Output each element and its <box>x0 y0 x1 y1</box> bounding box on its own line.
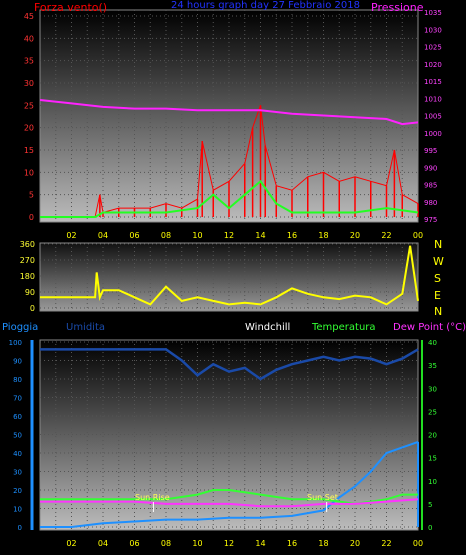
direction-line <box>40 245 419 306</box>
dewpoint-label: Dew Point (°C) <box>393 322 466 333</box>
wind-tick-label: 10 <box>24 168 34 177</box>
wind-gust-line <box>40 105 419 218</box>
x-tick-label-wind: 10 <box>192 231 202 240</box>
x-tick-label-env: 22 <box>381 539 391 548</box>
x-tick-label-wind: 06 <box>129 231 139 240</box>
rain-tick-label: 10 <box>13 506 22 514</box>
pressure-tick-label: 1010 <box>424 95 442 103</box>
pressure-tick-label: 1025 <box>424 44 442 52</box>
rain-tick-label: 50 <box>13 432 22 440</box>
direction-tick-label: 0 <box>30 304 35 313</box>
temp-tick-label: 0 <box>428 524 432 532</box>
pressure-tick-label: 1020 <box>424 61 442 69</box>
compass-n-top: N <box>434 238 442 251</box>
wind-tick-label: 25 <box>24 101 34 110</box>
x-tick-label-env: 12 <box>224 539 234 548</box>
temp-tick-label: 5 <box>428 501 432 509</box>
wind-tick-label: 40 <box>24 34 34 43</box>
temp-tick-label: 10 <box>428 478 437 486</box>
wind-tick-label: 5 <box>29 191 34 200</box>
compass-e: E <box>434 289 441 302</box>
sunrise-label: Sun Rise <box>135 493 170 502</box>
temp-tick-label: 35 <box>428 362 437 370</box>
wind-tick-label: 45 <box>24 12 34 21</box>
rain-tick-label: 20 <box>13 487 22 495</box>
rain-tick-label: 60 <box>13 413 22 421</box>
x-tick-label-wind: 12 <box>224 231 234 240</box>
rain-label: Pioggia <box>2 322 38 333</box>
temperature-label: Temperatura <box>311 322 376 333</box>
rain-tick-label: 80 <box>13 376 22 384</box>
wind-tick-label: 0 <box>29 213 34 222</box>
pressure-tick-label: 980 <box>424 199 437 207</box>
rain-tick-label: 0 <box>18 524 22 532</box>
rain-tick-label: 100 <box>9 339 22 347</box>
temp-tick-label: 25 <box>428 408 437 416</box>
temp-tick-label: 15 <box>428 455 437 463</box>
date-title: 24 hours graph day 27 Febbraio 2018 <box>171 0 360 11</box>
wind-title: Forza vento() <box>34 1 107 14</box>
x-tick-label-env: 18 <box>318 539 328 548</box>
compass-w: W <box>433 255 444 268</box>
direction-tick-label: 180 <box>20 272 35 281</box>
pressure-tick-label: 1000 <box>424 130 442 138</box>
compass-s: S <box>434 272 441 285</box>
x-tick-label-env: 14 <box>255 539 265 548</box>
sunset-label: Sun Set <box>307 493 338 502</box>
x-tick-label-env: 00 <box>413 539 423 548</box>
series-layer <box>39 99 419 528</box>
humidity-label: Umidita <box>66 322 105 333</box>
rain-tick-label: 30 <box>13 469 22 477</box>
x-tick-label-wind: 08 <box>161 231 171 240</box>
temp-tick-label: 40 <box>428 339 437 347</box>
x-tick-label-env: 08 <box>161 539 171 548</box>
pressure-title: Pressione <box>371 1 424 14</box>
x-tick-label-wind: 02 <box>66 231 76 240</box>
windchill-label: Windchill <box>245 322 290 333</box>
x-tick-label-env: 16 <box>287 539 297 548</box>
x-tick-label-env: 20 <box>350 539 360 548</box>
rain-tick-label: 90 <box>13 358 22 366</box>
x-tick-label-wind: 16 <box>287 231 297 240</box>
pressure-tick-label: 990 <box>424 164 437 172</box>
direction-tick-label: 360 <box>20 240 35 249</box>
wind-tick-label: 15 <box>24 146 34 155</box>
x-tick-label-wind: 18 <box>318 231 328 240</box>
compass-n-bottom: N <box>434 305 442 318</box>
rain-line <box>40 440 419 528</box>
temp-tick-label: 20 <box>428 432 437 440</box>
compass-letters: N W S E N <box>433 238 444 318</box>
pressure-tick-label: 985 <box>424 182 437 190</box>
x-tick-label-env: 06 <box>129 539 139 548</box>
x-tick-label-wind: 14 <box>255 231 265 240</box>
x-tick-label-env: 10 <box>192 539 202 548</box>
pressure-tick-label: 1015 <box>424 78 442 86</box>
pressure-tick-label: 975 <box>424 216 437 224</box>
wind-tick-label: 35 <box>24 57 34 66</box>
dewpoint-line <box>40 498 419 508</box>
pressure-tick-label: 1030 <box>424 26 442 34</box>
x-tick-label-env: 02 <box>66 539 76 548</box>
x-tick-label-wind: 20 <box>350 231 360 240</box>
pressure-tick-label: 1035 <box>424 9 442 17</box>
temp-tick-label: 30 <box>428 385 437 393</box>
wind-avg-line <box>40 179 419 218</box>
humidity-line <box>40 348 419 381</box>
x-tick-label-env: 04 <box>98 539 108 548</box>
temperature-line <box>40 489 418 505</box>
wind-tick-label: 20 <box>24 124 34 133</box>
x-tick-label-wind: 22 <box>381 231 391 240</box>
x-tick-label-wind: 04 <box>98 231 108 240</box>
direction-tick-label: 90 <box>25 288 35 297</box>
rain-tick-label: 40 <box>13 450 22 458</box>
direction-tick-label: 270 <box>20 256 35 265</box>
rain-tick-label: 70 <box>13 395 22 403</box>
pressure-tick-label: 995 <box>424 147 437 155</box>
x-tick-label-wind: 00 <box>413 231 423 240</box>
wind-tick-label: 30 <box>24 79 34 88</box>
pressure-line <box>39 99 419 126</box>
pressure-tick-label: 1005 <box>424 113 442 121</box>
